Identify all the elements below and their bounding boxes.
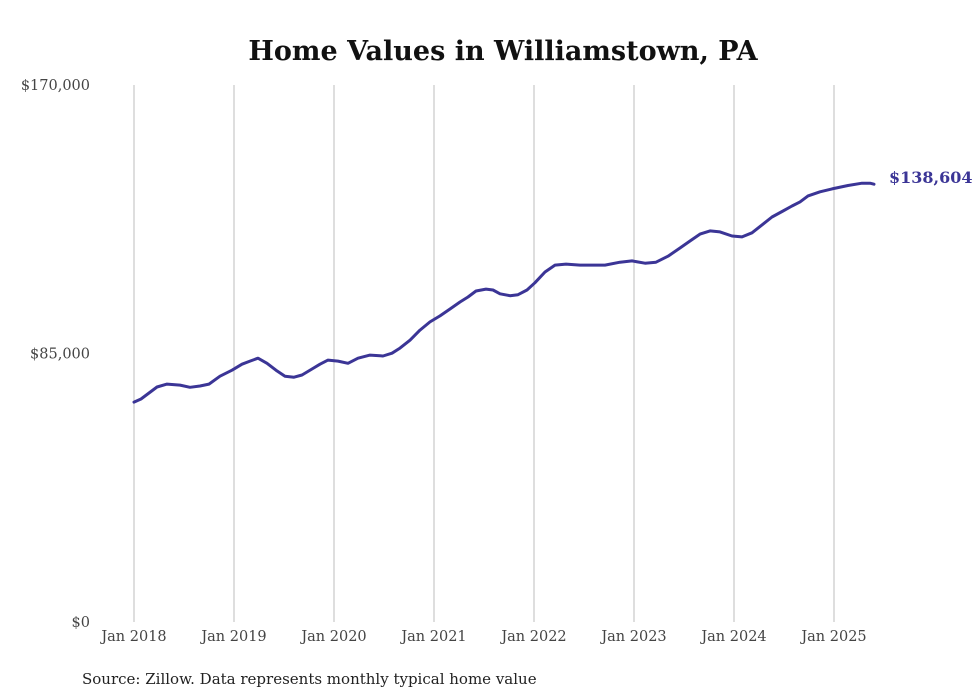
source-note: Source: Zillow. Data represents monthly … <box>82 670 537 688</box>
chart-title: Home Values in Williamstown, PA <box>248 36 758 67</box>
x-tick-label: Jan 2019 <box>199 629 266 645</box>
end-value-label: $138,604 <box>889 168 973 187</box>
x-tick-label: Jan 2021 <box>399 629 466 645</box>
y-tick-label: $170,000 <box>21 78 90 94</box>
x-tick-label: Jan 2024 <box>699 629 766 645</box>
series-line <box>132 181 876 404</box>
y-tick-label: $0 <box>72 615 90 631</box>
x-tick-label: Jan 2025 <box>799 629 866 645</box>
y-tick-label: $85,000 <box>30 347 90 363</box>
x-tick-label: Jan 2020 <box>299 629 366 645</box>
x-tick-label: Jan 2018 <box>99 629 166 645</box>
x-tick-label: Jan 2022 <box>499 629 566 645</box>
x-tick-label: Jan 2023 <box>599 629 666 645</box>
